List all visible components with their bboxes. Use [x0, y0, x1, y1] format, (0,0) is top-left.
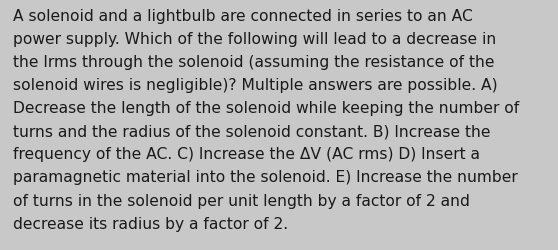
Text: of turns in the solenoid per unit length by a factor of 2 and: of turns in the solenoid per unit length…: [13, 193, 470, 208]
Text: solenoid wires is negligible)? Multiple answers are possible. A): solenoid wires is negligible)? Multiple …: [13, 78, 498, 93]
Text: decrease its radius by a factor of 2.: decrease its radius by a factor of 2.: [13, 216, 288, 231]
Text: power supply. Which of the following will lead to a decrease in: power supply. Which of the following wil…: [13, 32, 497, 47]
Text: turns and the radius of the solenoid constant. B) Increase the: turns and the radius of the solenoid con…: [13, 124, 490, 139]
Text: paramagnetic material into the solenoid. E) Increase the number: paramagnetic material into the solenoid.…: [13, 170, 518, 185]
Text: A solenoid and a lightbulb are connected in series to an AC: A solenoid and a lightbulb are connected…: [13, 9, 473, 24]
Text: frequency of the AC. C) Increase the ΔV (AC rms) D) Insert a: frequency of the AC. C) Increase the ΔV …: [13, 147, 480, 162]
Text: Decrease the length of the solenoid while keeping the number of: Decrease the length of the solenoid whil…: [13, 101, 519, 116]
Text: the Irms through the solenoid (assuming the resistance of the: the Irms through the solenoid (assuming …: [13, 55, 495, 70]
